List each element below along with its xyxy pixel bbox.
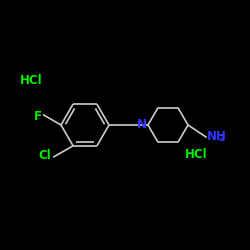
Text: Cl: Cl (38, 149, 51, 162)
Text: 2: 2 (218, 134, 224, 143)
Text: NH: NH (207, 130, 227, 143)
Text: F: F (34, 110, 42, 122)
Text: HCl: HCl (20, 74, 42, 86)
Text: N: N (137, 118, 147, 132)
Text: HCl: HCl (185, 148, 208, 162)
